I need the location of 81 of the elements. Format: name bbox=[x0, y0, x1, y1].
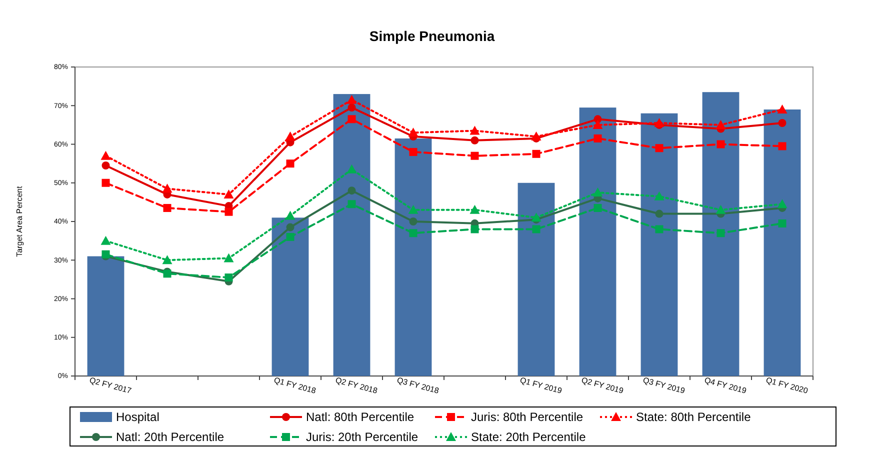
point bbox=[408, 204, 418, 214]
x-tick-label: Q1 FY 2019 bbox=[518, 376, 564, 396]
point bbox=[777, 199, 788, 208]
legend-label: Juris: 20th Percentile bbox=[306, 430, 418, 444]
point bbox=[594, 204, 602, 212]
point bbox=[286, 232, 294, 241]
x-tick-label: Q2 FY 2018 bbox=[334, 376, 379, 396]
x-tick-label: Q1 FY 2020 bbox=[764, 376, 810, 396]
point bbox=[532, 225, 540, 234]
point bbox=[470, 204, 480, 214]
bar bbox=[640, 113, 678, 376]
point bbox=[163, 204, 172, 212]
point bbox=[100, 150, 111, 160]
legend-label: State: 80th Percentile bbox=[636, 410, 752, 424]
point bbox=[777, 104, 788, 114]
point bbox=[716, 120, 726, 129]
point bbox=[285, 132, 296, 141]
legend-label: State: 20th Percentile bbox=[471, 430, 586, 444]
point bbox=[162, 255, 172, 264]
point bbox=[778, 142, 786, 150]
point bbox=[655, 144, 664, 152]
bar bbox=[579, 108, 616, 376]
point bbox=[409, 229, 418, 238]
y-axis-title: Target Area Percent bbox=[15, 185, 24, 257]
bar bbox=[333, 94, 370, 376]
point bbox=[470, 136, 479, 144]
point bbox=[348, 104, 356, 112]
point bbox=[409, 148, 418, 156]
point bbox=[409, 218, 418, 226]
bar bbox=[702, 92, 740, 376]
legend-label: Natl: 20th Percentile bbox=[116, 430, 224, 444]
point bbox=[655, 225, 664, 234]
point bbox=[348, 186, 356, 195]
bar bbox=[394, 138, 432, 376]
x-tick-label: Q1 FY 2018 bbox=[272, 376, 318, 396]
point bbox=[654, 118, 664, 128]
point bbox=[716, 229, 725, 238]
legend-label: Natl: 80th Percentile bbox=[306, 410, 414, 424]
point bbox=[470, 126, 480, 135]
x-tick-label: Q2 FY 2017 bbox=[88, 376, 133, 396]
x-tick-label: Q3 FY 2018 bbox=[396, 376, 440, 396]
bar bbox=[518, 182, 555, 376]
point bbox=[162, 184, 172, 193]
point bbox=[531, 212, 542, 222]
point bbox=[592, 188, 603, 197]
chart-title: Simple Pneumonia bbox=[369, 28, 495, 44]
point bbox=[102, 161, 110, 170]
point bbox=[346, 94, 357, 104]
point bbox=[102, 178, 110, 187]
point bbox=[592, 120, 603, 129]
point bbox=[716, 204, 726, 214]
point bbox=[286, 223, 294, 232]
point bbox=[346, 164, 357, 174]
point bbox=[408, 128, 418, 137]
point bbox=[286, 160, 294, 168]
bar bbox=[272, 218, 309, 376]
point bbox=[348, 115, 356, 124]
legend-label: Hospital bbox=[116, 410, 160, 424]
point bbox=[531, 132, 542, 141]
point bbox=[470, 152, 479, 160]
point bbox=[655, 210, 664, 218]
point bbox=[716, 140, 725, 148]
point bbox=[470, 225, 479, 234]
point bbox=[100, 236, 111, 245]
point bbox=[224, 208, 233, 216]
point bbox=[654, 191, 664, 200]
point bbox=[224, 189, 234, 198]
bar bbox=[87, 256, 124, 376]
point bbox=[285, 210, 296, 220]
x-tick-label: Q2 FY 2019 bbox=[580, 376, 625, 396]
point bbox=[224, 274, 233, 282]
point bbox=[348, 200, 356, 208]
x-tick-label: Q3 FY 2019 bbox=[642, 376, 686, 396]
point bbox=[532, 150, 540, 158]
bar bbox=[764, 109, 801, 376]
legend-label: Juris: 80th Percentile bbox=[471, 410, 584, 424]
point bbox=[778, 119, 786, 128]
point bbox=[594, 134, 602, 142]
point bbox=[224, 253, 234, 262]
x-tick-label: Q4 FY 2019 bbox=[703, 376, 748, 396]
point bbox=[778, 219, 786, 228]
